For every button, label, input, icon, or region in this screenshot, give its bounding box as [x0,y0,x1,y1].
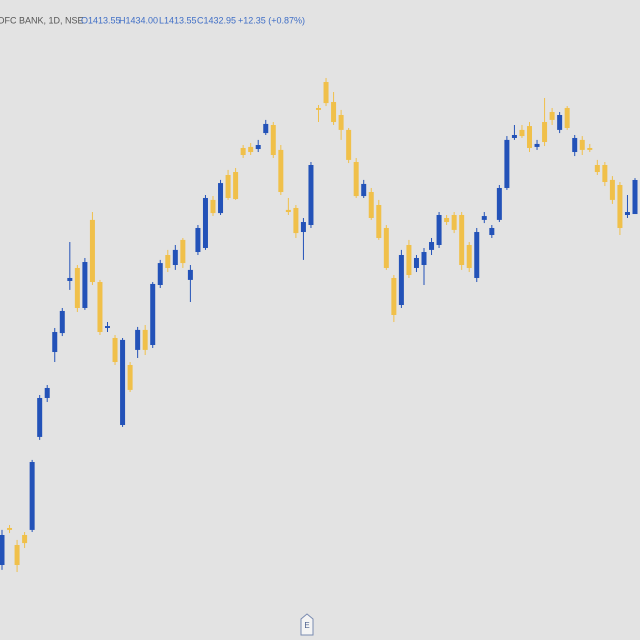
candle-body [255,145,261,150]
candle-body [429,242,435,250]
candle-body [202,197,208,248]
candle-body [187,269,193,280]
high-value: H1434.00 [119,15,158,25]
candle-body [617,185,623,228]
candle-body [331,102,337,123]
candle-body [361,183,367,197]
candle-body [52,332,58,353]
candle-body [519,129,525,137]
candle-body [285,209,291,213]
candle-body [240,147,246,155]
candle-body [504,139,510,188]
candle-body [233,172,239,200]
header: DFC BANK, 1D, NSE O1413.55 H1434.00 L141… [0,15,305,25]
candle-body [338,115,344,130]
candles [0,77,638,573]
candle-body [624,212,630,215]
candle-body [22,535,28,544]
candle-body [165,255,171,268]
open-value: O1413.55 [81,15,121,25]
low-value: L1413.55 [159,15,197,25]
candle-body [263,123,269,134]
candle-body [474,232,480,278]
candle-body [587,147,593,150]
candle-body [225,175,231,198]
candle-body [120,339,126,425]
candle-body [270,125,276,155]
candle-body [421,252,427,265]
candle-body [609,179,615,200]
candle-body [496,187,502,220]
candle-body [391,277,397,315]
candle-body [14,545,20,565]
candle-body [278,149,284,193]
candle-body [67,277,73,281]
candle-body [127,365,133,390]
candle-body [413,257,419,268]
candle-body [444,217,450,223]
candle-body [37,397,43,437]
candle-body [353,162,359,197]
candle-body [451,215,457,230]
candle-body [346,129,352,160]
candle-body [466,245,472,268]
candle-body [534,143,540,147]
candle-body [481,216,487,220]
candle-body [459,215,465,265]
candle-body [248,146,254,153]
candle-body [406,245,412,275]
candle-body [29,462,35,530]
candle-body [0,535,5,565]
candle-body [383,227,389,268]
candle-body [74,267,80,308]
candle-body [436,215,442,245]
event-marker-shape [300,613,314,636]
change-value: +12.35 (+0.87%) [238,15,305,25]
candle-body [527,126,532,148]
candle-body [195,227,201,253]
candle-body [218,183,224,214]
candle-body [398,255,404,305]
candle-body [594,165,600,173]
candle-body [150,283,156,345]
close-value: C1432.95 [197,15,236,25]
symbol: DFC BANK, 1D, NSE [0,15,84,25]
candle-body [572,137,578,153]
candle-body [293,207,299,234]
candle-body [542,122,548,143]
candle-body [308,165,314,225]
candle-body [511,135,517,138]
candle-body [142,329,148,350]
candle-body [323,82,329,104]
candle-body [59,310,65,334]
candle-body [7,527,13,530]
candle-body [557,115,563,130]
candle-body [300,222,306,233]
candle-body [112,337,118,363]
candle-body [89,219,95,283]
candle-body [97,282,103,333]
candle-body [210,199,216,214]
candle-body [105,326,110,328]
candle-body [135,329,141,350]
candle-body [489,227,495,235]
candle-body [602,165,608,183]
candle-body [44,387,50,398]
candle-body [172,249,178,265]
candle-body [376,205,382,238]
event-marker-label: E [304,621,309,630]
candle-body [157,263,163,285]
candle-body [632,180,638,215]
candle-body [82,262,88,308]
event-marker[interactable]: E [300,613,314,636]
candle-body [579,139,585,150]
candle-body [316,107,321,110]
candle-body [180,239,186,264]
candle-body [564,107,570,128]
candle-body [368,192,374,218]
candle-body [549,112,555,120]
